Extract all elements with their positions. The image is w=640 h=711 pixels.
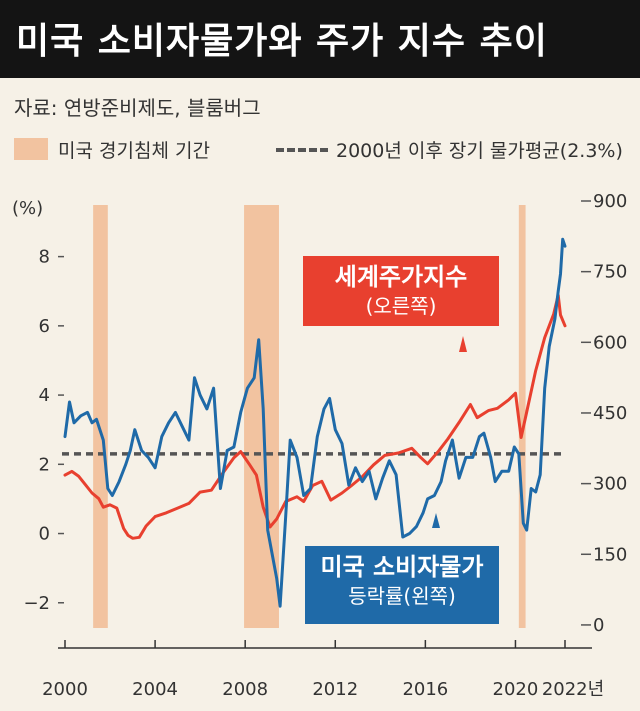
stock-index-line xyxy=(63,293,567,540)
legend-recession-label: 미국 경기침체 기간 xyxy=(58,140,210,162)
recession-band-3 xyxy=(518,205,526,628)
left-axis-unit: (%) xyxy=(12,198,43,219)
legend-recession-swatch xyxy=(14,138,48,160)
cpi-label: 미국 소비자물가 등락률(왼쪽) xyxy=(305,546,499,624)
right-tick-2: 750 xyxy=(593,262,627,283)
left-tick-4: 2 xyxy=(39,454,50,475)
left-tick-1: 8 xyxy=(39,247,50,268)
left-tick-3: 4 xyxy=(39,385,50,406)
right-tick-4: 450 xyxy=(593,403,627,424)
cpi-label-sub: 등락률(왼쪽) xyxy=(348,584,456,608)
left-tick-2: 6 xyxy=(39,316,50,337)
stock-pointer xyxy=(459,336,467,352)
legend: 미국 경기침체 기간 2000년 이후 장기 물가평균(2.3%) xyxy=(14,134,634,164)
cpi-label-main: 미국 소비자물가 xyxy=(320,553,484,581)
left-tick-6: −2 xyxy=(23,593,50,614)
left-tick-5: 0 xyxy=(39,524,50,545)
right-tick-1: 900 xyxy=(593,191,627,212)
x-tick-6: 2020 xyxy=(493,679,539,700)
right-tick-6: 150 xyxy=(593,544,627,565)
legend-average-dash xyxy=(276,148,328,152)
x-tick-4: 2012 xyxy=(312,679,358,700)
x-tick-5: 2016 xyxy=(402,679,448,700)
right-tick-7: 0 xyxy=(593,615,604,636)
cpi-pointer xyxy=(432,513,440,528)
x-tick-3: 2008 xyxy=(222,679,268,700)
right-tick-5: 300 xyxy=(593,474,627,495)
legend-average-label: 2000년 이후 장기 물가평균(2.3%) xyxy=(336,140,623,162)
chart-title: 미국 소비자물가와 주가 지수 추이 xyxy=(16,21,548,62)
x-tick-1: 2000 xyxy=(42,679,88,700)
stock-index-label-sub: (오른쪽) xyxy=(365,294,437,318)
stock-index-label: 세계주가지수 (오른쪽) xyxy=(303,256,499,326)
x-tick-2: 2004 xyxy=(132,679,178,700)
right-tick-3: 600 xyxy=(593,332,627,353)
stock-index-label-main: 세계주가지수 xyxy=(334,263,468,291)
title-bar: 미국 소비자물가와 주가 지수 추이 xyxy=(0,0,640,78)
recession-band-1 xyxy=(93,205,108,628)
cpi-line xyxy=(63,237,567,608)
source-note: 자료: 연방준비제도, 블룸버그 xyxy=(14,96,261,120)
x-tick-7: 2022년 xyxy=(542,679,604,700)
